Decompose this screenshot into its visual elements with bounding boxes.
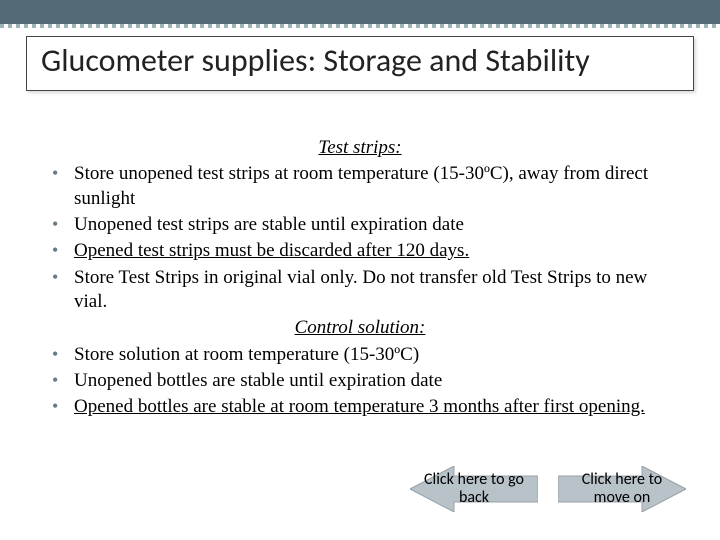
next-button[interactable]: Click here to move on [558,466,686,512]
list-item: Opened test strips must be discarded aft… [68,239,680,263]
list-item: Store Test Strips in original vial only.… [68,266,680,315]
list-item: Store solution at room temperature (15-3… [68,343,680,367]
back-button[interactable]: Click here to go back [410,466,538,512]
list-item: Opened bottles are stable at room temper… [68,395,680,419]
section2-list: Store solution at room temperature (15-3… [40,343,680,420]
list-item: Unopened bottles are stable until expira… [68,369,680,393]
slide-title: Glucometer supplies: Storage and Stabili… [41,43,679,80]
section2-heading: Control solution: [40,316,680,340]
title-box: Glucometer supplies: Storage and Stabili… [26,36,694,91]
slide: Glucometer supplies: Storage and Stabili… [0,0,720,540]
list-item: Unopened test strips are stable until ex… [68,213,680,237]
top-stripe [0,0,720,24]
back-button-label: Click here to go back [410,471,538,508]
list-item: Store unopened test strips at room tempe… [68,162,680,211]
next-button-label: Click here to move on [558,471,686,508]
section1-heading: Test strips: [40,136,680,160]
section1-list: Store unopened test strips at room tempe… [40,162,680,314]
nav-buttons: Click here to go back Click here to move… [410,466,686,512]
body-content: Test strips: Store unopened test strips … [40,136,680,421]
